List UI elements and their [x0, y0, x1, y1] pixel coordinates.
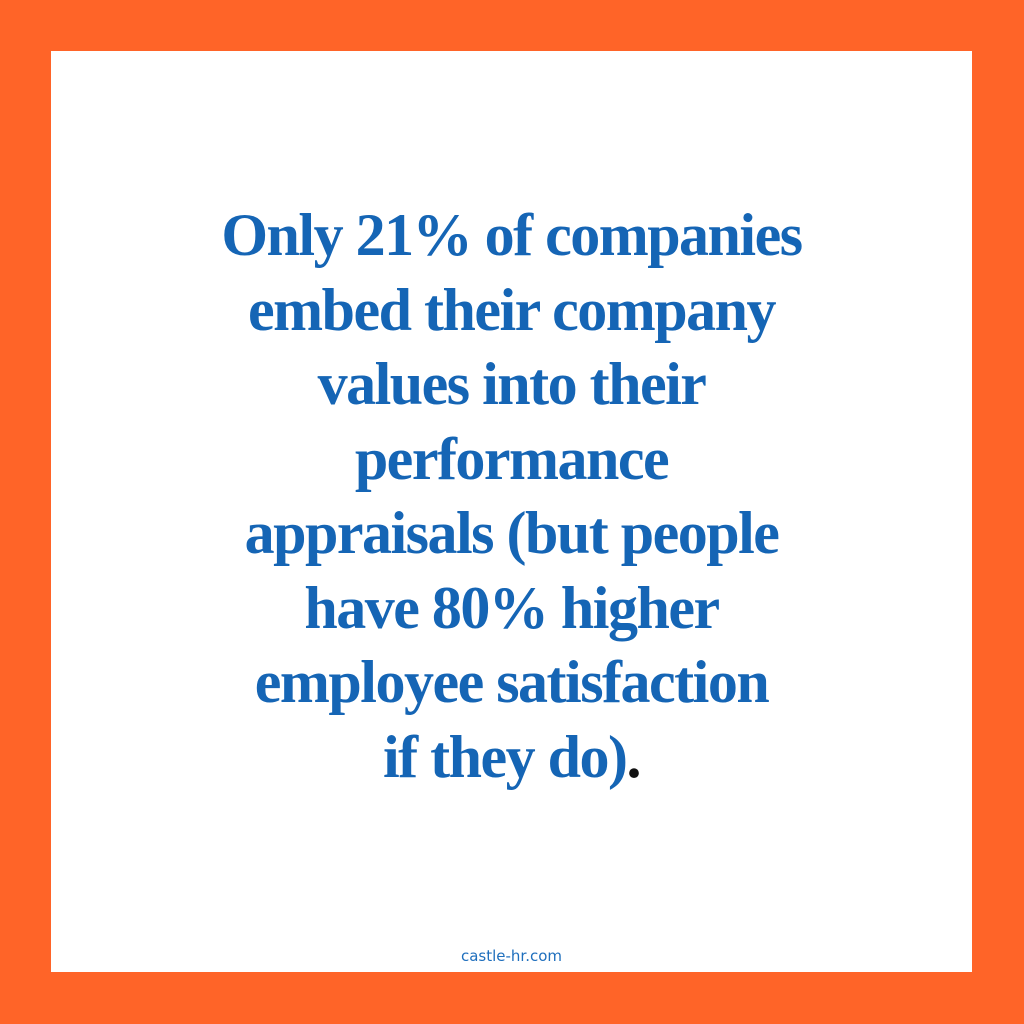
statement-text: appraisals (but people — [244, 500, 780, 566]
statement-line: if they do). — [51, 720, 972, 795]
statement-text: if they do) — [383, 723, 628, 790]
statement: Only 21% of companies embed their company… — [51, 198, 972, 794]
statement-line: Only 21% of companies — [51, 198, 972, 273]
statement-text: have 80% higher — [304, 574, 720, 641]
statement-line: embed their company — [51, 273, 972, 348]
statement-text: performance — [354, 425, 670, 492]
statement-line: values into their — [51, 347, 972, 422]
statement-line: appraisals (but people — [51, 496, 972, 571]
footer-site: castle-hr.com — [460, 947, 563, 965]
statement-line: performance — [51, 422, 972, 497]
statement-line: employee satisfaction — [51, 645, 972, 720]
statement-line: have 80% higher — [51, 571, 972, 646]
statement-text: employee satisfaction — [254, 649, 770, 715]
statement-text: embed their company — [247, 276, 777, 343]
end-mark: . — [626, 723, 641, 790]
card: Only 21% of companies embed their company… — [51, 51, 972, 972]
statement-text: Only 21% of companies — [221, 202, 803, 268]
statement-text: values into their — [317, 351, 707, 417]
